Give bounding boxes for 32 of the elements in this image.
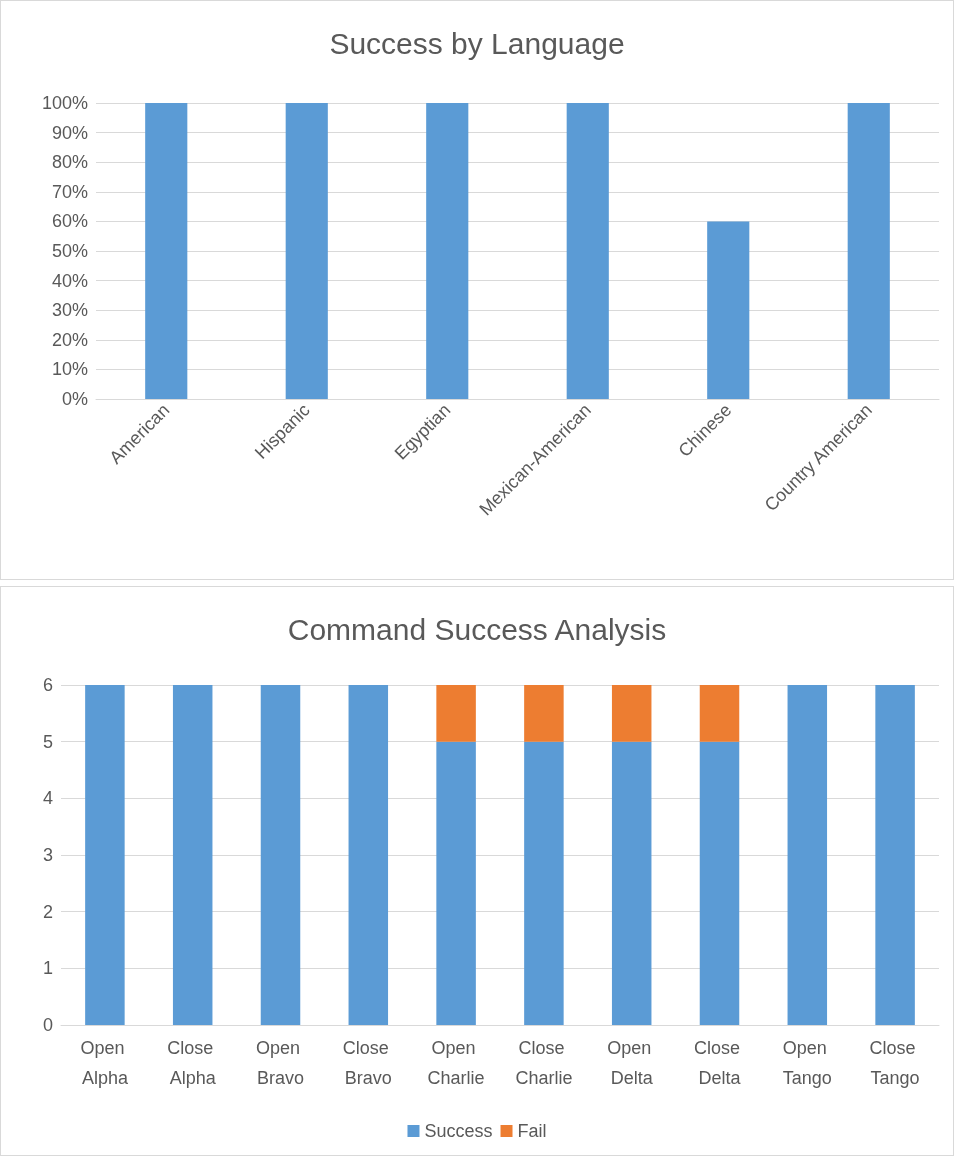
y-tick-label: 10% xyxy=(51,359,88,380)
chart-title: Command Success Analysis xyxy=(287,612,667,646)
x-tick-label: Open Alpha xyxy=(80,1038,130,1088)
x-tick-label: Close Charlie xyxy=(515,1038,573,1088)
y-tick-label: 0% xyxy=(61,389,88,409)
y-tick-label: 80% xyxy=(51,152,88,173)
y-tick-label: 1 xyxy=(42,958,53,979)
x-tick-label: Close Bravo xyxy=(342,1038,394,1088)
y-tick-label: 60% xyxy=(51,211,88,232)
y-tick-label: 100% xyxy=(41,93,88,113)
y-tick-label: 2 xyxy=(42,901,53,922)
y-tick-label: 20% xyxy=(51,329,88,350)
y-tick-label: 70% xyxy=(51,181,88,202)
x-tick-label: Close Delta xyxy=(693,1038,746,1088)
y-tick-label: 90% xyxy=(51,122,88,143)
chart-title: Success by Language xyxy=(329,26,625,60)
y-tick-label: 4 xyxy=(42,788,53,809)
x-tick-label: Open Charlie xyxy=(427,1038,485,1088)
legend-label: Fail xyxy=(517,1121,547,1141)
y-tick-label: 30% xyxy=(51,300,88,321)
y-tick-label: 0 xyxy=(42,1015,53,1035)
legend-label: Success xyxy=(424,1121,493,1141)
y-tick-label: 50% xyxy=(51,241,88,261)
x-tick-label: Open Bravo xyxy=(255,1038,306,1088)
y-tick-label: 5 xyxy=(42,731,53,752)
y-tick-label: 6 xyxy=(42,675,53,695)
x-tick-label: Open Delta xyxy=(607,1038,657,1088)
y-tick-label: 40% xyxy=(51,270,88,291)
y-tick-label: 3 xyxy=(42,845,53,865)
x-tick-label: Close Tango xyxy=(869,1038,921,1088)
x-tick-label: Close Alpha xyxy=(167,1038,219,1088)
x-tick-label: Open Tango xyxy=(782,1038,832,1088)
